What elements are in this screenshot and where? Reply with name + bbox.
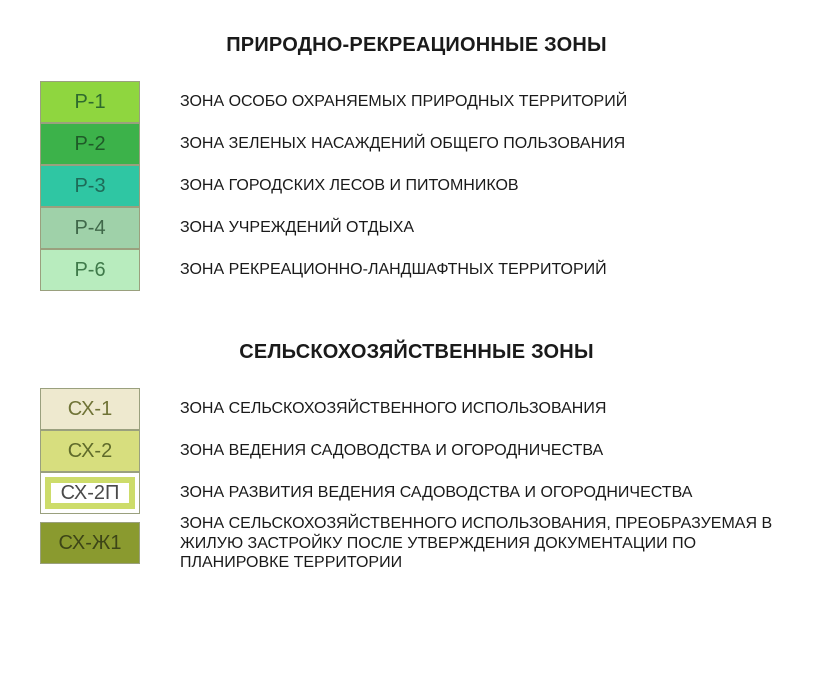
zone-swatch-r4: Р-4 xyxy=(40,207,140,249)
legend-row: СХ-Ж1 ЗОНА СЕЛЬСКОХОЗЯЙСТВЕННОГО ИСПОЛЬЗ… xyxy=(40,514,793,573)
legend-row: Р-3 ЗОНА ГОРОДСКИХ ЛЕСОВ И ПИТОМНИКОВ xyxy=(40,165,793,207)
legend-row: Р-1 ЗОНА ОСОБО ОХРАНЯЕМЫХ ПРИРОДНЫХ ТЕРР… xyxy=(40,81,793,123)
zone-code: Р-1 xyxy=(74,91,105,114)
zone-code: СХ-2 xyxy=(68,440,112,463)
zone-description: ЗОНА ВЕДЕНИЯ САДОВОДСТВА И ОГОРОДНИЧЕСТВ… xyxy=(180,441,793,461)
zone-code: Р-2 xyxy=(74,133,105,156)
legend-row: СХ-2П ЗОНА РАЗВИТИЯ ВЕДЕНИЯ САДОВОДСТВА … xyxy=(40,472,793,514)
legend-row: Р-4 ЗОНА УЧРЕЖДЕНИЙ ОТДЫХА xyxy=(40,207,793,249)
zone-description: ЗОНА СЕЛЬСКОХОЗЯЙСТВЕННОГО ИСПОЛЬЗОВАНИЯ… xyxy=(180,514,793,573)
zone-code: Р-4 xyxy=(74,217,105,240)
zone-description: ЗОНА РАЗВИТИЯ ВЕДЕНИЯ САДОВОДСТВА И ОГОР… xyxy=(180,483,793,503)
legend-group-agricultural: СХ-1 ЗОНА СЕЛЬСКОХОЗЯЙСТВЕННОГО ИСПОЛЬЗО… xyxy=(40,388,793,573)
zone-code: Р-3 xyxy=(74,175,105,198)
zone-swatch-r1: Р-1 xyxy=(40,81,140,123)
section-spacer xyxy=(40,291,793,341)
zone-swatch-r6: Р-6 xyxy=(40,249,140,291)
zone-code: СХ-2П xyxy=(61,482,120,505)
zone-description: ЗОНА ОСОБО ОХРАНЯЕМЫХ ПРИРОДНЫХ ТЕРРИТОР… xyxy=(180,92,793,112)
zone-description: ЗОНА ЗЕЛЕНЫХ НАСАЖДЕНИЙ ОБЩЕГО ПОЛЬЗОВАН… xyxy=(180,134,793,154)
section-title-agricultural: СЕЛЬСКОХОЗЯЙСТВЕННЫЕ ЗОНЫ xyxy=(40,341,793,364)
zone-swatch-shzh1: СХ-Ж1 xyxy=(40,522,140,564)
legend-page: ПРИРОДНО-РЕКРЕАЦИОННЫЕ ЗОНЫ Р-1 ЗОНА ОСО… xyxy=(0,0,823,593)
zone-swatch-r2: Р-2 xyxy=(40,123,140,165)
zone-description: ЗОНА РЕКРЕАЦИОННО-ЛАНДШАФТНЫХ ТЕРРИТОРИЙ xyxy=(180,260,793,280)
legend-row: СХ-2 ЗОНА ВЕДЕНИЯ САДОВОДСТВА И ОГОРОДНИ… xyxy=(40,430,793,472)
zone-swatch-sh1: СХ-1 xyxy=(40,388,140,430)
zone-swatch-sh2p: СХ-2П xyxy=(40,472,140,514)
zone-description: ЗОНА УЧРЕЖДЕНИЙ ОТДЫХА xyxy=(180,218,793,238)
legend-group-recreational: Р-1 ЗОНА ОСОБО ОХРАНЯЕМЫХ ПРИРОДНЫХ ТЕРР… xyxy=(40,81,793,291)
legend-row: СХ-1 ЗОНА СЕЛЬСКОХОЗЯЙСТВЕННОГО ИСПОЛЬЗО… xyxy=(40,388,793,430)
zone-swatch-r3: Р-3 xyxy=(40,165,140,207)
legend-row: Р-2 ЗОНА ЗЕЛЕНЫХ НАСАЖДЕНИЙ ОБЩЕГО ПОЛЬЗ… xyxy=(40,123,793,165)
zone-description: ЗОНА ГОРОДСКИХ ЛЕСОВ И ПИТОМНИКОВ xyxy=(180,176,793,196)
section-title-recreational: ПРИРОДНО-РЕКРЕАЦИОННЫЕ ЗОНЫ xyxy=(40,34,793,57)
legend-row: Р-6 ЗОНА РЕКРЕАЦИОННО-ЛАНДШАФТНЫХ ТЕРРИТ… xyxy=(40,249,793,291)
zone-code: СХ-1 xyxy=(68,398,112,421)
zone-swatch-sh2: СХ-2 xyxy=(40,430,140,472)
zone-code: СХ-Ж1 xyxy=(59,532,122,555)
zone-description: ЗОНА СЕЛЬСКОХОЗЯЙСТВЕННОГО ИСПОЛЬЗОВАНИЯ xyxy=(180,399,793,419)
zone-code: Р-6 xyxy=(74,259,105,282)
swatch-frame-inner: СХ-2П xyxy=(51,483,129,503)
